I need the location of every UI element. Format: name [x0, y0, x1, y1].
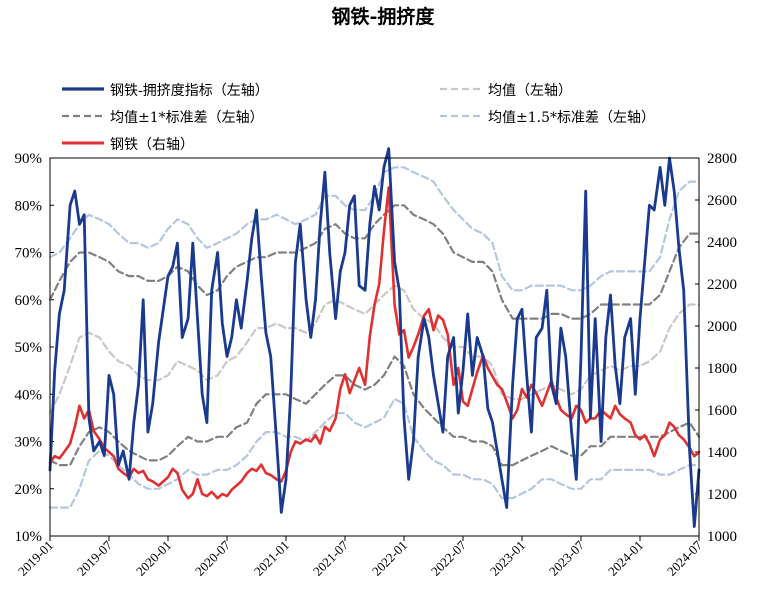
x-tick-label: 2023-07 — [546, 537, 588, 579]
right-tick-label: 1600 — [707, 403, 737, 419]
x-tick-label: 2021-07 — [310, 537, 352, 579]
series-crowding-line — [48, 147, 701, 528]
left-tick-label: 90% — [15, 151, 43, 167]
left-tick-label: 70% — [15, 246, 43, 262]
legend-item-crowding: 钢铁-拥挤度指标（左轴） — [62, 83, 269, 99]
legend-item-steel: 钢铁（右轴） — [62, 137, 194, 153]
right-tick-label: 2000 — [707, 319, 737, 335]
series-minus-1std-line — [48, 355, 701, 467]
right-tick-label: 2400 — [707, 235, 737, 251]
left-tick-label: 10% — [15, 529, 43, 545]
legend-label-1-5std: 均值±1.5*标准差（左轴） — [488, 110, 655, 126]
right-tick-label: 1800 — [707, 361, 737, 377]
right-tick-label: 1200 — [707, 487, 737, 503]
right-tick-label: 1000 — [707, 529, 737, 545]
x-tick-label: 2022-07 — [428, 537, 470, 579]
plot-area: 10% 20% 30% 40% 50% 60% 70% 80% 90% 1000 1200 1400… — [15, 147, 737, 579]
legend: 钢铁-拥挤度指标（左轴） 均值（左轴） 均值±1*标准差（左轴） 均值±1.5*… — [62, 83, 655, 153]
left-tick-label: 20% — [15, 482, 43, 498]
right-tick-label: 2200 — [707, 277, 737, 293]
x-tick-label: 2021-01 — [251, 538, 292, 579]
left-tick-label: 40% — [15, 387, 43, 403]
right-tick-label: 1400 — [707, 445, 737, 461]
left-tick-label: 50% — [15, 340, 43, 356]
series-layer — [48, 147, 701, 528]
x-tick-label: 2020-07 — [192, 537, 234, 579]
legend-item-1-5std: 均值±1.5*标准差（左轴） — [440, 110, 655, 126]
legend-item-mean: 均值（左轴） — [440, 83, 572, 99]
x-axis: 2019-01 2019-07 2020-01 2020-07 2021-01 2021-… — [15, 536, 706, 579]
legend-label-1std: 均值±1*标准差（左轴） — [110, 110, 264, 126]
legend-label-steel: 钢铁（右轴） — [110, 137, 194, 153]
left-axis: 10% 20% 30% 40% 50% 60% 70% 80% 90% — [15, 151, 54, 545]
series-steel-line — [48, 186, 701, 500]
right-axis: 1000 1200 1400 1600 1800 2000 2200 2400 2600 2800 — [695, 151, 737, 545]
left-tick-label: 80% — [15, 198, 43, 214]
x-tick-label: 2023-01 — [487, 538, 528, 579]
left-tick-label: 30% — [15, 435, 43, 451]
right-tick-label: 2600 — [707, 193, 737, 209]
x-tick-label: 2022-01 — [369, 538, 410, 579]
left-tick-label: 60% — [15, 293, 43, 309]
plot-frame — [49, 157, 700, 537]
right-tick-label: 2800 — [707, 151, 737, 167]
legend-item-1std: 均值±1*标准差（左轴） — [62, 110, 264, 126]
legend-label-crowding: 钢铁-拥挤度指标（左轴） — [110, 83, 269, 99]
legend-label-mean: 均值（左轴） — [488, 83, 572, 99]
x-tick-label: 2020-01 — [133, 538, 174, 579]
chart-title: 钢铁-拥挤度 — [332, 5, 436, 28]
series-minus-1-5std-line — [48, 397, 701, 509]
x-tick-label: 2024-01 — [605, 538, 646, 579]
x-tick-label: 2024-07 — [664, 537, 706, 579]
series-plus-1std-line — [48, 204, 701, 320]
x-tick-label: 2019-07 — [74, 537, 116, 579]
